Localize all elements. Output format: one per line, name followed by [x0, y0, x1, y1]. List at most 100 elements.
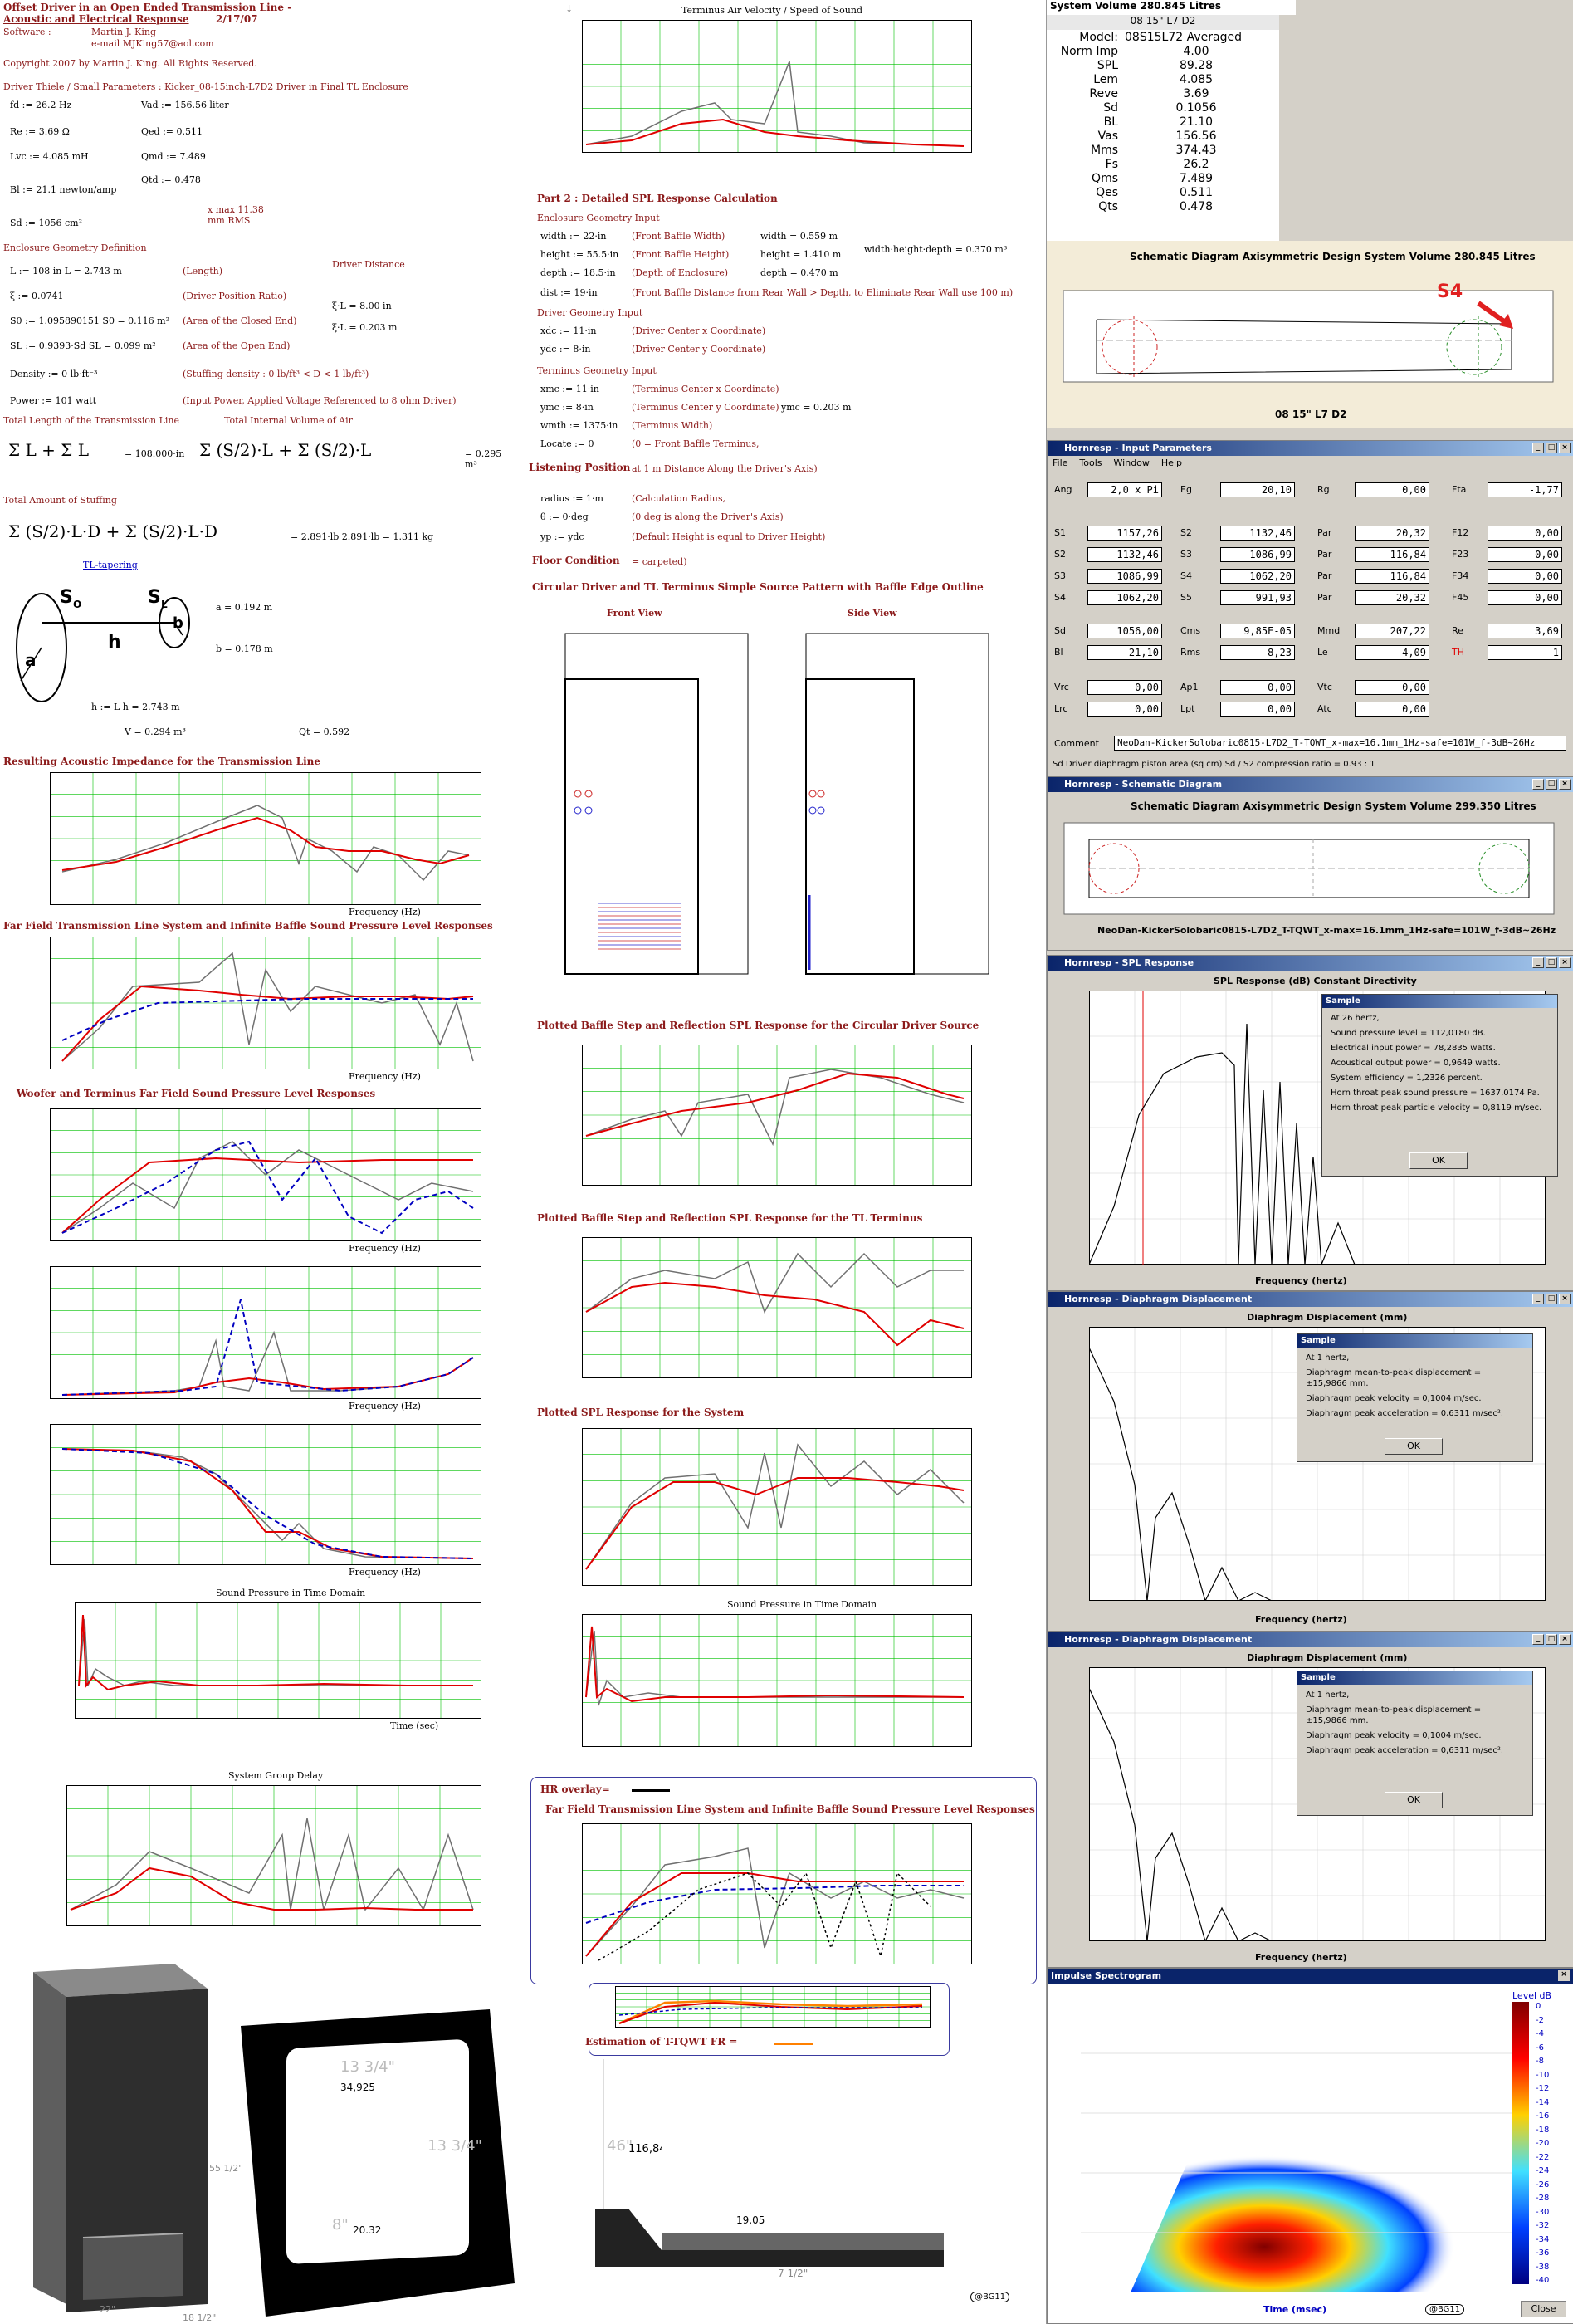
field-label-par3: Par: [1317, 570, 1332, 581]
field-s2a[interactable]: 1132,46: [1220, 526, 1295, 541]
field-s4b[interactable]: 1062,20: [1087, 590, 1162, 605]
field-atc[interactable]: 0,00: [1355, 702, 1429, 717]
field-vtc[interactable]: 0,00: [1355, 680, 1429, 695]
field-par2[interactable]: 116,84: [1355, 547, 1429, 562]
field-f45[interactable]: 0,00: [1488, 590, 1562, 605]
menu-file[interactable]: File: [1053, 457, 1068, 468]
level-tick: -30: [1536, 2207, 1550, 2217]
grid-lines: [50, 1266, 481, 1399]
field-f23[interactable]: 0,00: [1488, 547, 1562, 562]
maximize-icon[interactable]: □: [1546, 1294, 1557, 1304]
field-par3[interactable]: 116,84: [1355, 569, 1429, 584]
disp2-ok-button[interactable]: OK: [1385, 1792, 1443, 1808]
field-lpt[interactable]: 0,00: [1220, 702, 1295, 717]
field-ang[interactable]: 2,0 x Pi: [1087, 482, 1162, 497]
disp2-sample-title: Sample: [1297, 1671, 1532, 1685]
maximize-icon[interactable]: □: [1546, 957, 1557, 968]
field-rg[interactable]: 0,00: [1355, 482, 1429, 497]
geom-sl: SL := 0.9393·Sd SL = 0.099 m²: [10, 340, 156, 351]
minimize-icon[interactable]: _: [1532, 1294, 1544, 1304]
level-tick: -14: [1536, 2097, 1550, 2107]
level-tick: -8: [1536, 2057, 1544, 2066]
hr-overlay-box: [530, 1777, 1037, 1984]
h-value: h := L h = 2.743 m: [91, 702, 180, 712]
field-label-par4: Par: [1317, 592, 1332, 603]
field-s1[interactable]: 1157,26: [1087, 526, 1162, 541]
driver-step-chart: [582, 1045, 972, 1186]
dialog-line: Horn throat peak sound pressure = 1637,0…: [1331, 1089, 1540, 1098]
field-sd[interactable]: 1056,00: [1087, 624, 1162, 638]
field-th[interactable]: 1: [1488, 645, 1562, 660]
close-icon[interactable]: ×: [1559, 957, 1571, 968]
field-rms[interactable]: 8,23: [1220, 645, 1295, 660]
ts-value: 156.56: [1175, 129, 1217, 143]
field-mmd[interactable]: 207,22: [1355, 624, 1429, 638]
disp1-titlebar[interactable]: Hornresp - Diaphragm Displacement _ □ ×: [1048, 1292, 1573, 1307]
schematic-titlebar[interactable]: Hornresp - Schematic Diagram _ □ ×: [1048, 777, 1573, 792]
field-par4[interactable]: 20,32: [1355, 590, 1429, 605]
close-icon[interactable]: ×: [1559, 779, 1571, 790]
param-lvc: Lvc := 4.085 mH: [10, 151, 89, 162]
spl-sample-dialog: Sample At 26 hertz, Sound pressure level …: [1321, 994, 1558, 1177]
field-f12[interactable]: 0,00: [1488, 526, 1562, 541]
terminus-step-chart: [582, 1237, 972, 1378]
field-bl[interactable]: 21,10: [1087, 645, 1162, 660]
impulse-titlebar[interactable]: Impulse Spectrogram ×: [1048, 1969, 1573, 1984]
spl-titlebar[interactable]: Hornresp - SPL Response _ □ ×: [1048, 956, 1573, 971]
dim-55: 55 1/2": [209, 2163, 241, 2174]
menu-help[interactable]: Help: [1160, 457, 1182, 468]
dialog-line: At 1 hertz,: [1306, 1353, 1350, 1363]
field-cms[interactable]: 9,85E-05: [1220, 624, 1295, 638]
field-s3a[interactable]: 1086,99: [1220, 547, 1295, 562]
svg-text:S: S: [148, 587, 161, 608]
spl-ok-button[interactable]: OK: [1409, 1152, 1468, 1169]
comment-input[interactable]: NeoDan-KickerSolobaric0815-L7D2_T-TQWT_x…: [1114, 736, 1566, 751]
field-re[interactable]: 3,69: [1488, 624, 1562, 638]
close-icon[interactable]: ×: [1559, 1294, 1571, 1304]
plot-title-woofer: Woofer and Terminus Far Field Sound Pres…: [17, 1088, 376, 1099]
field-par1[interactable]: 20,32: [1355, 526, 1429, 541]
field-s2b[interactable]: 1132,46: [1087, 547, 1162, 562]
ts-label: Lem: [1093, 72, 1118, 86]
field-fta[interactable]: -1,77: [1488, 482, 1562, 497]
field-ap1[interactable]: 0,00: [1220, 680, 1295, 695]
tl-tapering-link[interactable]: TL-tapering: [83, 560, 138, 570]
field-s3b[interactable]: 1086,99: [1087, 569, 1162, 584]
minimize-icon[interactable]: _: [1532, 443, 1544, 453]
mid-theta-note: (0 deg is along the Driver's Axis): [632, 511, 784, 522]
disp2-titlebar[interactable]: Hornresp - Diaphragm Displacement _ □ ×: [1048, 1632, 1573, 1647]
minimize-icon[interactable]: _: [1532, 1634, 1544, 1645]
close-button[interactable]: Close: [1521, 2301, 1566, 2317]
ts-row: Fs 26.2: [1047, 157, 1271, 171]
close-icon[interactable]: ×: [1559, 1634, 1571, 1645]
close-icon[interactable]: ×: [1559, 443, 1571, 453]
menu-window[interactable]: Window: [1113, 457, 1150, 468]
geom-s0: S0 := 1.095890151 S0 = 0.116 m²: [10, 316, 170, 326]
field-s5[interactable]: 991,93: [1220, 590, 1295, 605]
input-params-titlebar[interactable]: Hornresp - Input Parameters _ □ ×: [1048, 441, 1573, 456]
xlabel-woofer: Frequency (Hz): [349, 1243, 421, 1254]
minimize-icon[interactable]: _: [1532, 779, 1544, 790]
field-f34[interactable]: 0,00: [1488, 569, 1562, 584]
field-lrc[interactable]: 0,00: [1087, 702, 1162, 717]
level-tick: -22: [1536, 2152, 1550, 2162]
encl-geom-heading: Enclosure Geometry Definition: [3, 242, 147, 253]
badge-mid: @BG11: [970, 2292, 1010, 2302]
time-domain-mid-chart: [582, 1614, 972, 1747]
maximize-icon[interactable]: □: [1546, 1634, 1557, 1645]
sheet-date: 2/17/07: [216, 13, 258, 25]
maximize-icon[interactable]: □: [1546, 779, 1557, 790]
minimize-icon[interactable]: _: [1532, 957, 1544, 968]
field-vrc[interactable]: 0,00: [1087, 680, 1162, 695]
grid-lines: [582, 1614, 972, 1747]
schematic-caption: 08 15" L7 D2: [1275, 409, 1347, 420]
email: e-mail MJKing57@aol.com: [91, 38, 214, 49]
field-s4a[interactable]: 1062,20: [1220, 569, 1295, 584]
disp1-ok-button[interactable]: OK: [1385, 1438, 1443, 1455]
field-le[interactable]: 4,09: [1355, 645, 1429, 660]
estimation-plot: [615, 1986, 931, 2028]
close-icon[interactable]: ×: [1558, 1970, 1570, 1981]
menu-tools[interactable]: Tools: [1079, 457, 1102, 468]
maximize-icon[interactable]: □: [1546, 443, 1557, 453]
field-eg[interactable]: 20,10: [1220, 482, 1295, 497]
